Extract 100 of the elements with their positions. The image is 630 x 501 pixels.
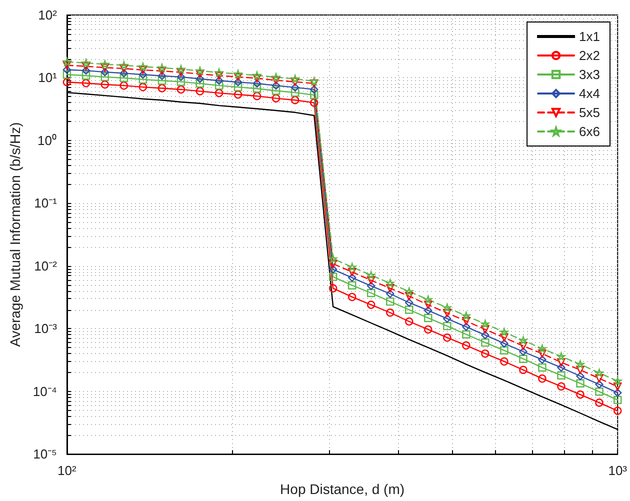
point [348, 274, 356, 282]
point [576, 390, 584, 399]
point [234, 78, 242, 86]
point [443, 308, 452, 318]
point [328, 284, 338, 292]
legend-label: 1x1 [579, 29, 600, 44]
point [386, 308, 394, 317]
point [214, 81, 224, 90]
point [614, 406, 622, 415]
point [252, 92, 262, 100]
point [519, 354, 528, 363]
point [196, 87, 204, 96]
point [366, 288, 376, 298]
point [100, 68, 109, 76]
point [366, 300, 376, 309]
point [234, 82, 242, 92]
point [138, 66, 148, 74]
point [557, 382, 566, 391]
legend-label: 2x2 [579, 48, 600, 63]
point [481, 330, 490, 340]
point [214, 72, 224, 80]
point [348, 292, 356, 302]
y-tick-label: 10⁻⁴ [32, 384, 57, 399]
point [614, 396, 622, 404]
point [176, 85, 186, 94]
point [557, 371, 566, 380]
point [424, 300, 432, 309]
point [595, 374, 604, 382]
y-axis-title: Average Mutual Information (b/s/Hz) [7, 122, 23, 347]
y-tick-label: 10² [38, 8, 58, 22]
point [62, 66, 72, 74]
point [120, 64, 128, 73]
point [62, 70, 72, 79]
y-tick-label: 10⁰ [37, 132, 57, 148]
point [386, 290, 394, 298]
point [405, 292, 414, 300]
point [100, 80, 109, 89]
point [272, 94, 280, 102]
point [158, 66, 166, 76]
point [424, 314, 432, 322]
point [576, 372, 584, 380]
point [462, 322, 470, 331]
point [82, 58, 90, 68]
point [595, 368, 604, 377]
point [252, 79, 262, 88]
y-tick-label: 10⁻⁵ [33, 446, 57, 462]
point [576, 379, 584, 388]
point [614, 388, 622, 397]
point [196, 79, 204, 88]
point [310, 90, 318, 100]
legend-label: 4x4 [579, 86, 600, 101]
point [462, 341, 470, 350]
point [538, 363, 546, 372]
point [290, 74, 300, 83]
point [272, 81, 280, 90]
point [310, 98, 318, 107]
point [158, 76, 166, 85]
point [252, 71, 262, 80]
point [366, 282, 376, 290]
point [405, 287, 414, 296]
point [328, 265, 338, 274]
point [557, 352, 566, 361]
point [557, 358, 566, 366]
point [310, 85, 318, 94]
point [519, 336, 528, 344]
point [196, 70, 204, 78]
point [62, 61, 72, 70]
point [538, 356, 546, 364]
point [214, 88, 224, 98]
point [196, 74, 204, 83]
point [290, 88, 300, 97]
point [595, 398, 604, 407]
point [120, 69, 128, 78]
point [462, 316, 470, 326]
point [214, 76, 224, 85]
point [386, 297, 394, 306]
point [120, 74, 128, 82]
point [348, 262, 356, 272]
point [614, 376, 622, 386]
point [120, 81, 128, 90]
point [82, 72, 90, 80]
legend-label: 6x6 [579, 124, 600, 139]
point [62, 58, 72, 66]
point [481, 320, 490, 328]
point [366, 276, 376, 284]
point [443, 314, 452, 323]
point [443, 333, 452, 342]
y-tick-label: 10⁻³ [34, 321, 58, 336]
point [481, 338, 490, 347]
point [405, 317, 414, 326]
point [614, 382, 622, 391]
point [443, 322, 452, 330]
point [519, 348, 528, 356]
point [557, 363, 566, 372]
point [576, 360, 584, 368]
point [348, 281, 356, 290]
point [500, 339, 508, 348]
point [500, 357, 508, 366]
point [424, 325, 432, 334]
point [595, 380, 604, 389]
